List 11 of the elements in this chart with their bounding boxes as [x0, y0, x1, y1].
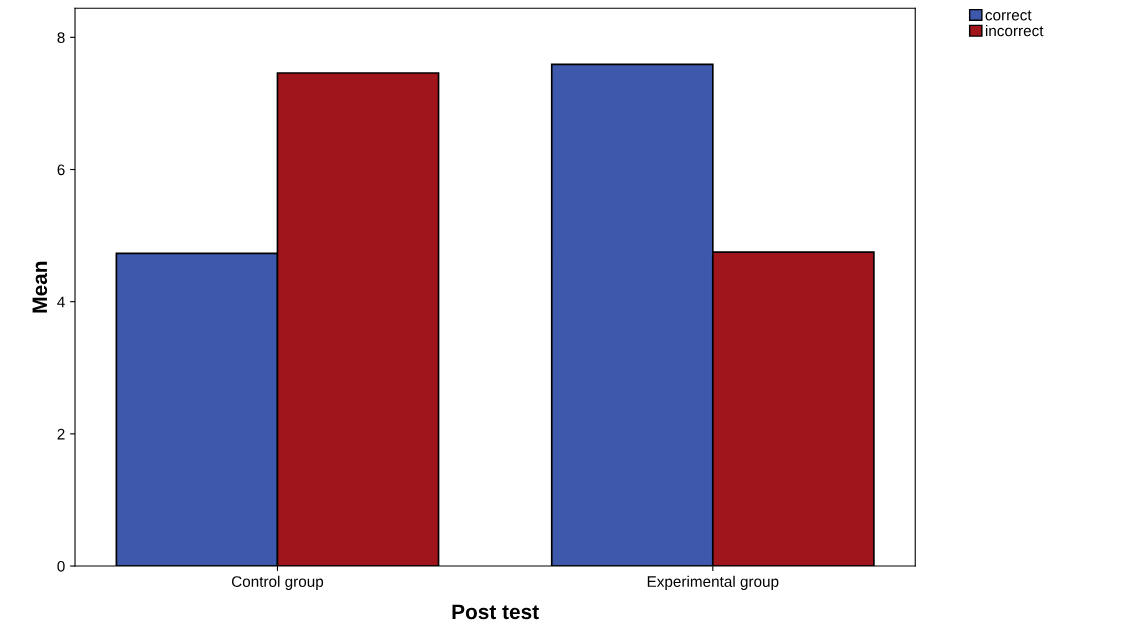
- y-tick-label: 8: [57, 32, 65, 44]
- x-tick-label: Experimental group: [647, 575, 779, 590]
- y-tick-label: 2: [57, 428, 65, 440]
- y-axis-title: Mean: [32, 261, 48, 313]
- y-tick-label: 4: [57, 296, 65, 308]
- legend-label: correct: [985, 10, 1032, 21]
- y-tick-label: 6: [57, 164, 65, 176]
- x-tick-label: Control group: [231, 575, 324, 590]
- legend-label: incorrect: [985, 25, 1044, 37]
- y-tick-label: 0: [57, 560, 65, 572]
- x-axis-title: Post test: [452, 604, 539, 620]
